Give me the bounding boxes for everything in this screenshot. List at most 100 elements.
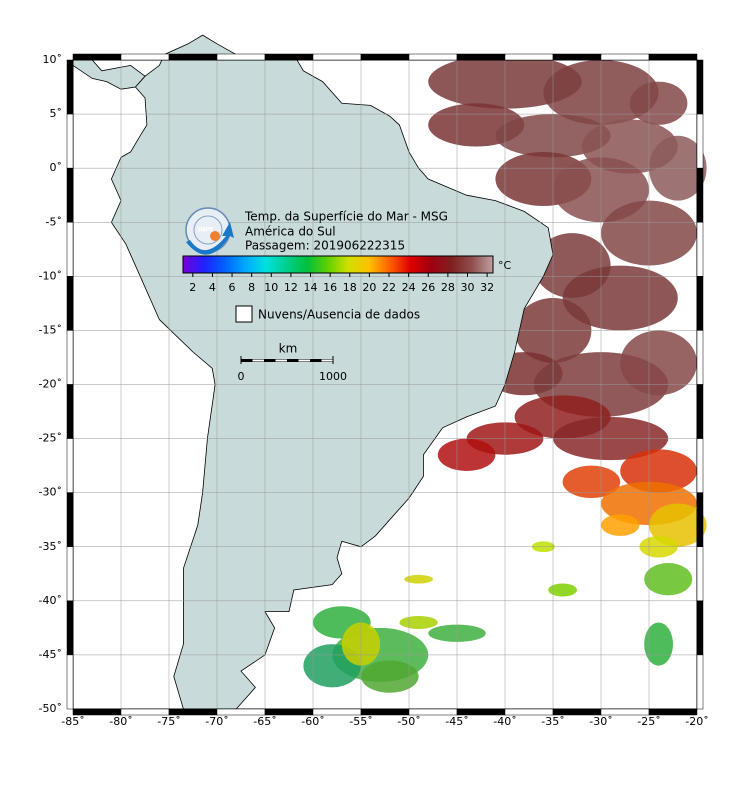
frame-bar [66,384,74,439]
frame-bar [504,708,554,716]
frame-bar [456,53,506,61]
frame-bar [66,330,74,385]
y-tick-label: -10˚ [39,269,62,282]
sst-patch [620,330,697,396]
x-tick-label: -65˚ [253,715,276,728]
frame-bar [696,167,704,223]
scale-unit: km [279,342,298,356]
sst-patch [562,465,621,499]
subtitle: América do Sul [245,225,336,239]
frame-bar [696,654,704,710]
y-tick-label: -25˚ [39,432,62,445]
colorbar-tick-label: 20 [362,281,376,294]
frame-bar [264,53,314,61]
colorbar-tick-label: 12 [284,281,298,294]
frame-bar [408,53,458,61]
x-tick-label: -70˚ [205,715,228,728]
sst-patch [620,449,697,493]
colorbar [182,255,494,274]
frame-bar [456,708,506,716]
sst-patch [644,563,693,596]
colorbar-tick-label: 4 [209,281,216,294]
sst-patch [629,81,688,125]
colorbar-tick-label: 14 [304,281,318,294]
frame-bar [72,708,122,716]
sst-patch [399,615,438,629]
y-tick-label: -45˚ [39,648,62,661]
frame-bar [168,708,218,716]
colorbar-tick-label: 30 [460,281,474,294]
y-tick-label: 10˚ [43,53,63,66]
frame-bar [696,492,704,547]
frame-bar [696,222,704,277]
colorbar-tick-label: 10 [264,281,278,294]
y-tick-label: -20˚ [39,378,62,391]
y-tick-label: -15˚ [39,323,62,336]
frame-bar [648,708,698,716]
x-tick-label: -45˚ [445,715,468,728]
y-tick-label: -50˚ [39,702,62,715]
frame-bar [168,53,218,61]
frame-bar [360,53,410,61]
x-tick-label: -50˚ [397,715,420,728]
scale-bar-segment [252,359,264,362]
y-tick-label: -40˚ [39,594,62,607]
x-tick-label: -55˚ [349,715,372,728]
colorbar-tick-label: 8 [248,281,255,294]
frame-bar [66,59,74,115]
frame-bar [696,600,704,656]
frame-bar [66,492,74,547]
frame-bar [216,53,266,61]
x-tick-label: -85˚ [61,715,84,728]
colorbar-tick-label: 32 [480,281,494,294]
frame-bar [66,167,74,223]
y-tick-label: 5˚ [50,107,63,120]
colorbar-tick-label: 18 [343,281,357,294]
frame-bar [312,708,362,716]
frame-bar [360,708,410,716]
frame-bar [312,53,362,61]
sst-patch [644,622,673,666]
colorbar-tick-label: 28 [441,281,455,294]
frame-bar [408,708,458,716]
sst-patch [404,574,433,584]
frame-bar [66,654,74,710]
frame-bar [552,708,602,716]
logo: INPE [185,207,234,255]
x-tick-label: -40˚ [493,715,516,728]
x-tick-label: -75˚ [157,715,180,728]
colorbar-tick-label: 16 [323,281,337,294]
frame-bar [66,546,74,602]
frame-bar [72,53,122,61]
scale-bar-segment [298,359,310,362]
frame-bar [600,53,650,61]
frame-bar [66,600,74,656]
y-tick-label: -35˚ [39,540,62,553]
frame-bar [696,438,704,493]
colorbar-unit: °C [498,259,512,272]
land [72,54,146,90]
frame-bar [696,546,704,602]
sst-patch [548,583,577,597]
y-tick-label: 0˚ [50,161,63,174]
x-tick-label: -25˚ [637,715,660,728]
frame-bar [66,276,74,331]
scale-bar-segment [321,359,333,362]
frame-bar [120,708,170,716]
title: Temp. da Superfície do Mar - MSG [244,210,448,224]
sst-patch [361,660,419,693]
pass-time: Passagem: 201906222315 [245,239,405,253]
x-tick-label: -35˚ [541,715,564,728]
frame-bar [66,222,74,277]
frame-bar [552,53,602,61]
colorbar-tick-label: 2 [189,281,196,294]
frame-bar [600,708,650,716]
frame-bar [648,53,698,61]
frame-bar [264,708,314,716]
sst-patch [601,514,640,536]
scale-tick-label: 1000 [319,370,347,383]
frame-bar [696,59,704,115]
colorbar-tick-label: 6 [229,281,236,294]
x-tick-label: -30˚ [589,715,612,728]
